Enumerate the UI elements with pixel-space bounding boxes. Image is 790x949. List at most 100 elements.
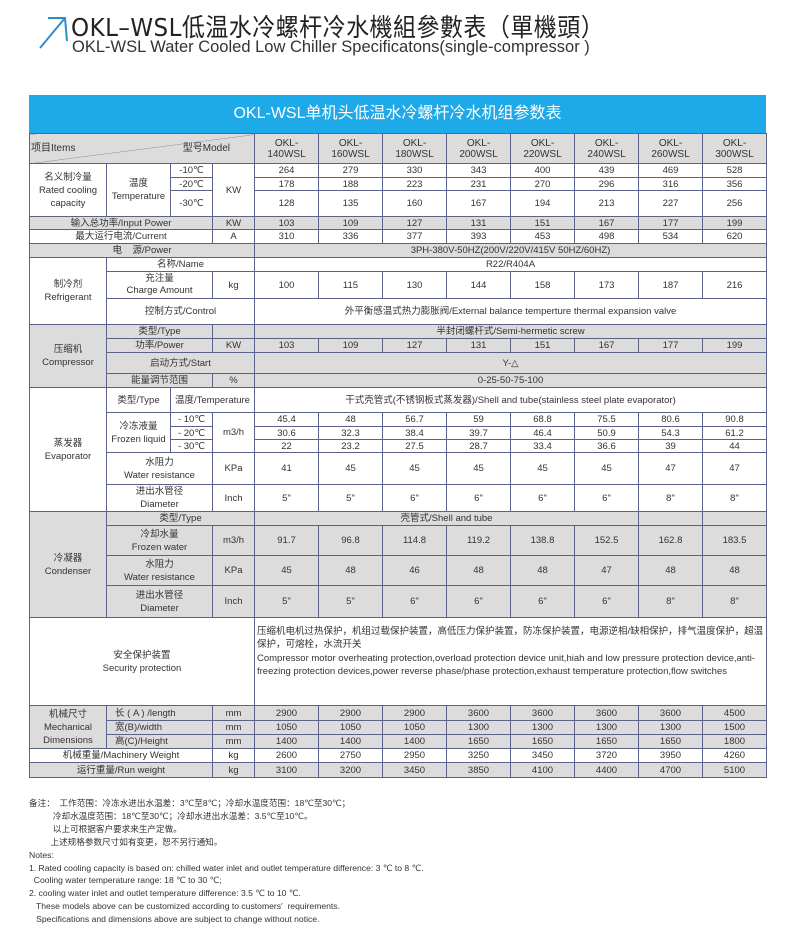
compressor-type-row: 压缩机 Compressor 类型/Type 半封闭螺杆式/Semi-herme… [29,324,767,388]
value-cell: 199 [702,338,767,353]
value-cell: 5100 [702,762,767,778]
value-cell: 91.7 [254,525,319,556]
value-cell: 393 [446,229,511,244]
value-cell: 2600 [254,748,319,763]
value-cell: 177 [638,216,703,230]
row-label: 冷却水量 Frozen water [106,525,213,556]
value-cell: 5" [254,585,319,618]
value-cell: 48 [702,555,767,586]
value-cell: 45 [382,452,447,485]
value-cell: 8" [702,484,767,512]
condenser-type-row: 冷凝器 Condenser 类型/Type 壳管式/Shell and tube [29,511,767,618]
value-cell: 5" [318,484,383,512]
evaporator-type-row: 蒸发器 Evaporator 类型/Type 温度/Temperature 干式… [29,387,767,512]
start-value: Y-△ [254,352,767,374]
value-cell: 1300 [446,720,511,735]
value-cell: 28.7 [446,439,511,453]
value-cell: 1300 [510,720,575,735]
value-cell: 216 [702,271,767,299]
value-cell: 8" [638,484,703,512]
value-cell: 6" [510,585,575,618]
value-cell: 6" [574,484,639,512]
length-row: 机械尺寸 Mechanical Dimensions 长 ( A ) /leng… [29,705,767,749]
value-cell: 45 [510,452,575,485]
value-cell: 356 [702,177,767,191]
value-cell: 48 [318,555,383,586]
value-cell: 48 [510,555,575,586]
input-power-row: 输入总功率/Input Power KW 103 109 127 131 151 167 1… [29,216,767,230]
unit-cell: A [212,229,255,244]
row-label: 名称/Name [106,257,255,272]
model-header: OKL- 160WSL [318,133,383,164]
note-line: 冷却水温度范围：18℃至30℃；冷却水进出水温差：3.5℃至10℃。 [29,810,313,821]
value-cell: 45 [446,452,511,485]
row-label: 进出水管径 Diameter [106,484,213,512]
temp-cell: - 20℃ [170,426,213,440]
value-cell: 296 [574,177,639,191]
unit-cell: KW [212,216,255,230]
value-cell: 50.9 [574,426,639,440]
value-cell: 1650 [446,734,511,749]
value-cell: 3600 [574,705,639,721]
height-row: 高(C)/Height mm 1400 1400 1400 1650 1650 1650 1… [30,734,767,749]
value-cell: 6" [574,585,639,618]
row-label: 控制方式/Control [106,298,255,325]
value-cell: 223 [382,177,447,191]
run-weight-row: 运行重量/Run weight kg 3100 3200 3450 3850 4100 4… [29,762,767,778]
compressor-start-row: 启动方式/Start Y-△ [30,352,767,374]
temp-cell: -10℃ [170,163,213,178]
value-cell: 439 [574,163,639,178]
value-cell: 22 [254,439,319,453]
model-header: OKL- 220WSL [510,133,575,164]
energy-value: 0-25-50-75-100 [254,373,767,388]
value-cell: 279 [318,163,383,178]
value-cell: 178 [254,177,319,191]
notes: 备注： 工作范围：冷冻水进出水温差：3℃至8℃；冷却水温度范围：18℃至30℃；… [29,797,424,926]
condenser-type-value: 壳管式/Shell and tube [254,511,639,526]
value-cell: 1500 [702,720,767,735]
value-cell: 4700 [638,762,703,778]
value-cell: 3600 [510,705,575,721]
frozen-row: 冷冻液量 Frozen liquid - 10℃ m3/h 45.4 48 56.7… [30,412,767,453]
value-cell: 151 [510,338,575,353]
model-label: 型号Model [182,143,230,154]
rated-temp-label: 温度 Temperature [106,163,171,217]
note-line: 上述规格参数尺寸如有变更，恕不另行通知。 [29,836,223,847]
condenser-label: 冷凝器 Condenser [29,511,107,618]
spec-table: 项目Items 型号Model OKL- 140WSL OKL- 160WSL OK… [29,133,767,778]
value-cell: 33.4 [510,439,575,453]
row-label: 类型/Type [106,324,213,339]
unit-cell: Inch [212,585,255,618]
note-line: 以上可根据客户要求来生产定做。 [29,823,182,834]
value-cell: 177 [638,338,703,353]
unit-cell: kg [212,271,255,299]
value-cell: 6" [510,484,575,512]
empty-cell [702,511,767,526]
security-value-en: Compressor motor overheating protection,… [257,652,755,677]
value-cell: 199 [702,216,767,230]
cond-resistance-row: 水阻力 Water resistance KPa 45 48 46 48 48 47 48 4… [30,555,767,586]
model-header: OKL- 180WSL [382,133,447,164]
value-cell: 231 [446,177,511,191]
value-cell: 3950 [638,748,703,763]
unit-cell: Inch [212,484,255,512]
note-line: 1. Rated cooling capacity is based on: c… [29,862,424,873]
value-cell: 144 [446,271,511,299]
value-cell: 131 [446,338,511,353]
row-label: 进出水管径 Diameter [106,585,213,618]
value-cell: 1650 [510,734,575,749]
value-cell: 158 [510,271,575,299]
row-label: 启动方式/Start [106,352,255,374]
unit-cell: % [212,373,255,388]
value-cell: 256 [702,190,767,217]
value-cell: 2950 [382,748,447,763]
value-cell: 4260 [702,748,767,763]
unit-cell: kg [212,748,255,763]
value-cell: 1400 [382,734,447,749]
value-cell: 310 [254,229,319,244]
value-cell: 45 [254,555,319,586]
value-cell: 96.8 [318,525,383,556]
value-cell: 8" [702,585,767,618]
temp-cell: - 30℃ [170,439,213,453]
value-cell: 264 [254,163,319,178]
